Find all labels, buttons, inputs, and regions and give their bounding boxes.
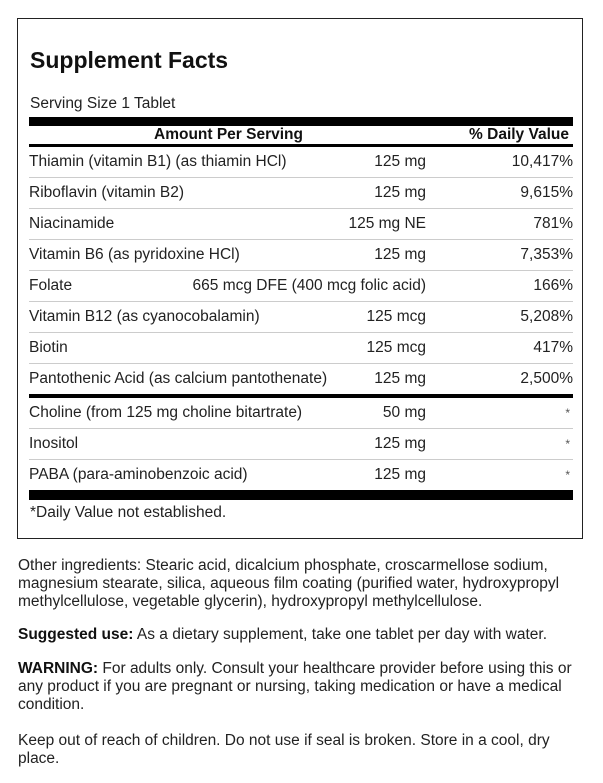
warning-text: For adults only. Consult your healthcare… — [18, 660, 572, 713]
table-row: PABA (para-aminobenzoic acid) 125 mg * — [29, 460, 573, 490]
suggested-use-label: Suggested use: — [18, 626, 134, 643]
table-row: Thiamin (vitamin B1) (as thiamin HCl) 125… — [29, 147, 573, 178]
table-row: Niacinamide 125 mg NE 781% — [29, 209, 573, 240]
amount: 665 mcg DFE (400 mcg folic acid) — [192, 277, 426, 294]
amount: 125 mg — [374, 246, 426, 263]
amount: 50 mg — [382, 404, 426, 421]
thick-divider — [29, 490, 573, 500]
divider — [29, 394, 573, 398]
amount: 125 mg — [374, 370, 426, 387]
table-row: Vitamin B12 (as cyanocobalamin) 125 mcg 5,… — [29, 302, 573, 333]
warning: WARNING: For adults only. Consult your h… — [18, 660, 593, 714]
table-row: Inositol 125 mg * — [29, 429, 573, 460]
daily-value: * — [565, 406, 570, 420]
amount: 125 mcg — [366, 339, 426, 356]
daily-value: 7,353% — [520, 246, 573, 263]
facts-table: Amount Per Serving % Daily Value Thiamin… — [29, 117, 573, 500]
table-row: Riboflavin (vitamin B2) 125 mg 9,615% — [29, 178, 573, 209]
nutrient-name: Choline (from 125 mg choline bitartrate) — [29, 404, 303, 421]
amount: 125 mg — [374, 466, 426, 483]
daily-value: 10,417% — [511, 153, 573, 170]
supplement-facts-panel: Supplement Facts Serving Size 1 Tablet A… — [17, 18, 583, 539]
other-rows: Choline (from 125 mg choline bitartrate)… — [29, 398, 573, 490]
amount: 125 mcg — [366, 308, 426, 325]
daily-value: * — [565, 437, 570, 451]
nutrient-name: Vitamin B6 (as pyridoxine HCl) — [29, 246, 240, 263]
nutrient-name: Niacinamide — [29, 215, 115, 232]
warning-label: WARNING: — [18, 660, 99, 677]
table-row: Vitamin B6 (as pyridoxine HCl) 125 mg 7,35… — [29, 240, 573, 271]
daily-value: 781% — [533, 215, 573, 232]
daily-value: 9,615% — [520, 184, 573, 201]
dv-header: % Daily Value — [469, 126, 569, 143]
suggested-use-text: As a dietary supplement, take one tablet… — [133, 626, 547, 643]
daily-value: 417% — [533, 339, 573, 356]
table-row: Pantothenic Acid (as calcium pantothenat… — [29, 364, 573, 394]
vitamin-rows: Thiamin (vitamin B1) (as thiamin HCl) 125… — [29, 147, 573, 394]
storage-note: Keep out of reach of children. Do not us… — [18, 732, 550, 767]
nutrient-name: Riboflavin (vitamin B2) — [29, 184, 185, 201]
divider — [29, 144, 573, 147]
serving-size: Serving Size 1 Tablet — [30, 95, 176, 112]
other-ingredients: Other ingredients: Stearic acid, dicalci… — [18, 557, 560, 610]
suggested-use: Suggested use: As a dietary supplement, … — [18, 626, 593, 644]
nutrient-name: Biotin — [29, 339, 68, 356]
amount: 125 mg — [374, 184, 426, 201]
thick-divider — [29, 117, 573, 126]
panel-title: Supplement Facts — [30, 47, 229, 73]
footnote: *Daily Value not established. — [30, 504, 227, 521]
nutrient-name: Vitamin B12 (as cyanocobalamin) — [29, 308, 260, 325]
daily-value: * — [565, 468, 570, 482]
table-row: Choline (from 125 mg choline bitartrate)… — [29, 398, 573, 429]
amount: 125 mg — [374, 435, 426, 452]
amount-header: Amount Per Serving — [154, 126, 303, 143]
nutrient-name: Thiamin (vitamin B1) (as thiamin HCl) — [29, 153, 287, 170]
nutrient-name: Folate — [29, 277, 73, 294]
daily-value: 2,500% — [520, 370, 573, 387]
daily-value: 5,208% — [520, 308, 573, 325]
table-row: Folate 665 mcg DFE (400 mcg folic acid) 16… — [29, 271, 573, 302]
nutrient-name: PABA (para-aminobenzoic acid) — [29, 466, 248, 483]
nutrient-name: Pantothenic Acid (as calcium pantothenat… — [29, 370, 328, 387]
amount: 125 mg — [374, 153, 426, 170]
nutrient-name: Inositol — [29, 435, 79, 452]
table-header: Amount Per Serving % Daily Value — [29, 126, 573, 144]
table-row: Biotin 125 mcg 417% — [29, 333, 573, 364]
daily-value: 166% — [533, 277, 573, 294]
amount: 125 mg NE — [348, 215, 426, 232]
